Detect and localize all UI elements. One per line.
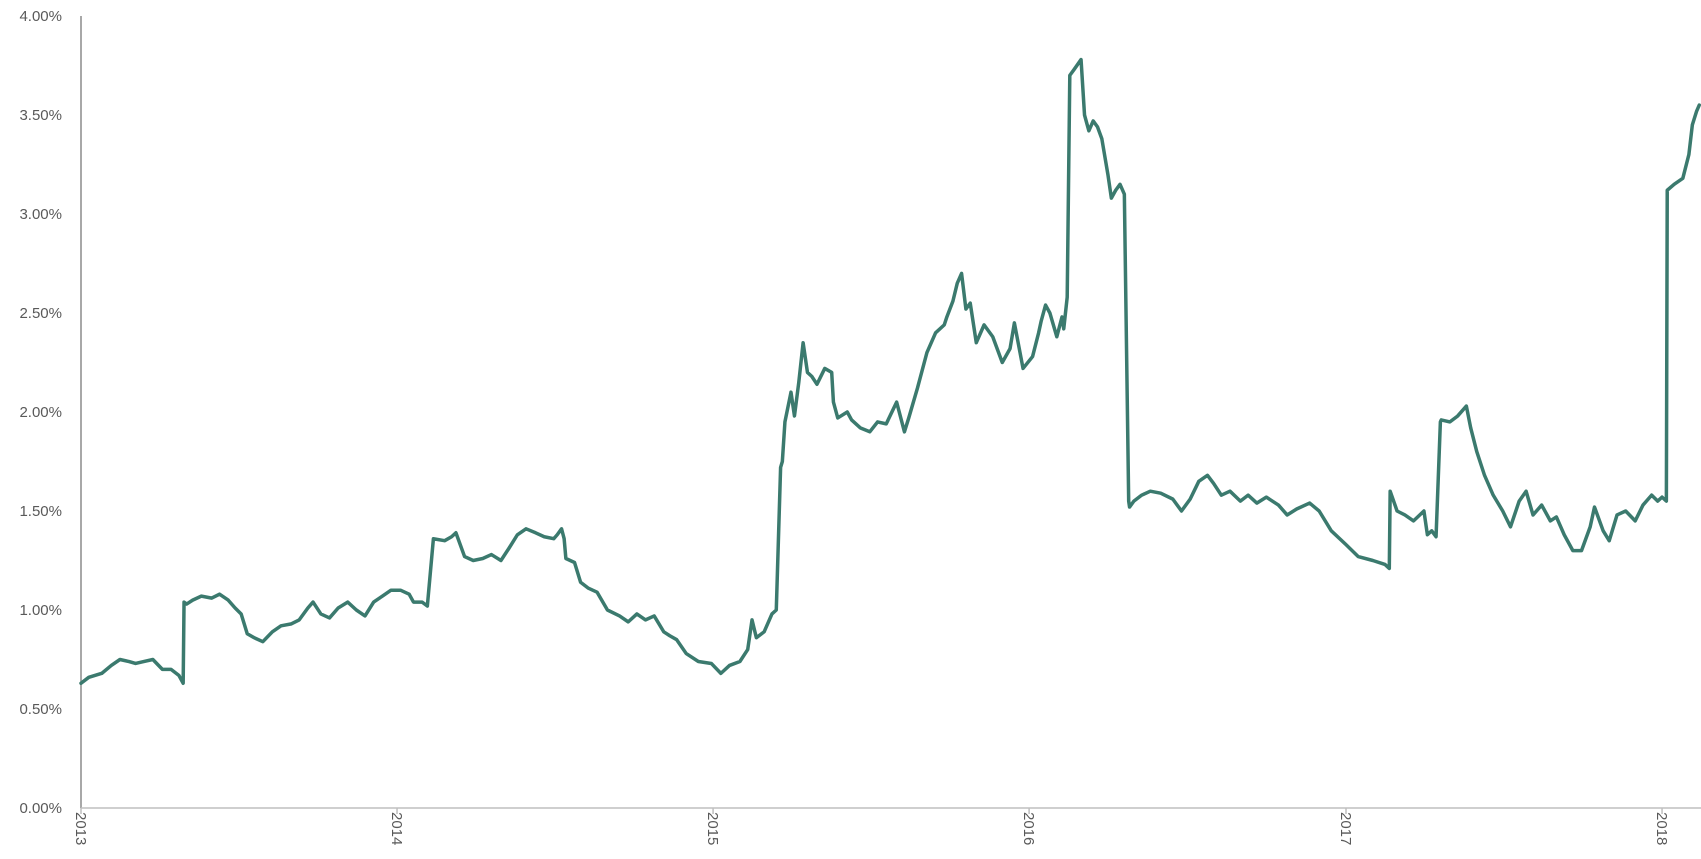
series-line-0 xyxy=(79,57,1701,686)
y-tick-label: 1.00% xyxy=(19,602,62,619)
y-tick-label: 2.00% xyxy=(19,404,62,421)
y-tick-label: 4.00% xyxy=(19,8,62,25)
x-tick-label: 2018 xyxy=(1653,812,1670,845)
x-tick-label: 2017 xyxy=(1337,812,1354,845)
y-tick-label: 3.50% xyxy=(19,107,62,124)
series-group xyxy=(79,57,1701,686)
x-axis-tick-labels: 2013 2014 2015 2016 2017 2018 xyxy=(72,808,1670,845)
y-tick-label: 3.00% xyxy=(19,206,62,223)
x-tick-label: 2013 xyxy=(72,812,89,845)
y-tick-label: 0.00% xyxy=(19,800,62,817)
x-tick-label: 2015 xyxy=(704,812,721,845)
x-tick-label: 2014 xyxy=(388,812,405,845)
x-tick-label: 2016 xyxy=(1020,812,1037,845)
y-tick-label: 2.50% xyxy=(19,305,62,322)
y-tick-label: 1.50% xyxy=(19,503,62,520)
axes xyxy=(80,16,1701,809)
y-tick-label: 0.50% xyxy=(19,701,62,718)
y-axis-tick-labels: 0.00% 0.50% 1.00% 1.50% 2.00% 2.50% 3.00% 3.50%… xyxy=(19,8,62,817)
